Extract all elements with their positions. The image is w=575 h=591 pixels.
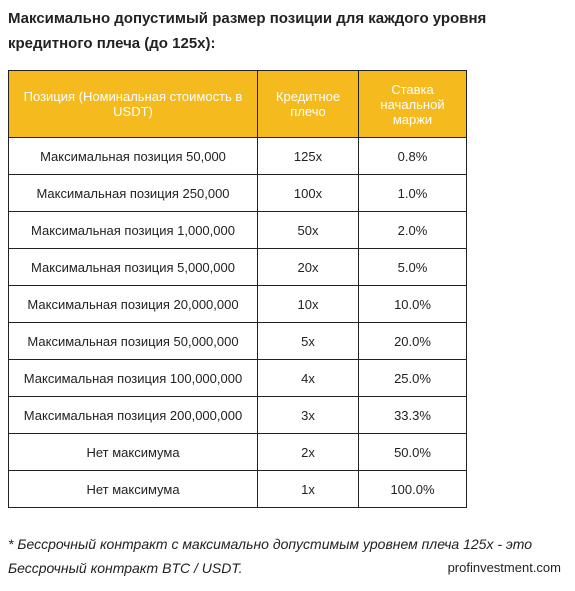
header-row: Позиция (Номинальная стоимость в USDT) К… (8, 70, 467, 138)
table-row: Максимальная позиция 20,000,000 10x 10.0… (8, 285, 467, 323)
cell-margin: 25.0% (358, 359, 467, 397)
cell-leverage: 1x (257, 470, 359, 508)
cell-leverage: 10x (257, 285, 359, 323)
cell-leverage: 3x (257, 396, 359, 434)
table-row: Максимальная позиция 1,000,000 50x 2.0% (8, 211, 467, 249)
cell-leverage: 2x (257, 433, 359, 471)
cell-leverage: 100x (257, 174, 359, 212)
cell-leverage: 125x (257, 137, 359, 175)
cell-margin: 33.3% (358, 396, 467, 434)
cell-leverage: 4x (257, 359, 359, 397)
table-row: Максимальная позиция 5,000,000 20x 5.0% (8, 248, 467, 286)
cell-position: Максимальная позиция 50,000,000 (8, 322, 258, 360)
footnote: * Бессрочный контракт с максимально допу… (8, 536, 533, 576)
header-position: Позиция (Номинальная стоимость в USDT) (8, 70, 258, 138)
cell-position: Максимальная позиция 50,000 (8, 137, 258, 175)
cell-margin: 1.0% (358, 174, 467, 212)
cell-leverage: 20x (257, 248, 359, 286)
page-heading: Максимально допустимый размер позиции дл… (8, 10, 487, 52)
cell-position: Максимальная позиция 200,000,000 (8, 396, 258, 434)
table-row: Нет максимума 1x 100.0% (8, 470, 467, 508)
table-row: Максимальная позиция 100,000,000 4x 25.0… (8, 359, 467, 397)
cell-margin: 100.0% (358, 470, 467, 508)
cell-margin: 2.0% (358, 211, 467, 249)
table-body: Максимальная позиция 50,000 125x 0.8% Ма… (8, 137, 467, 508)
cell-position: Максимальная позиция 1,000,000 (8, 211, 258, 249)
table-row: Максимальная позиция 50,000 125x 0.8% (8, 137, 467, 175)
cell-position: Нет максимума (8, 433, 258, 471)
cell-leverage: 5x (257, 322, 359, 360)
table-header: Позиция (Номинальная стоимость в USDT) К… (8, 70, 467, 138)
table-row: Максимальная позиция 50,000,000 5x 20.0% (8, 322, 467, 360)
table-row: Нет максимума 2x 50.0% (8, 433, 467, 471)
cell-margin: 0.8% (358, 137, 467, 175)
cell-position: Максимальная позиция 250,000 (8, 174, 258, 212)
table-row: Максимальная позиция 250,000 100x 1.0% (8, 174, 467, 212)
cell-margin: 50.0% (358, 433, 467, 471)
header-leverage: Кредитное плечо (257, 70, 359, 138)
header-margin: Ставка начальной маржи (358, 70, 467, 138)
cell-leverage: 50x (257, 211, 359, 249)
cell-margin: 5.0% (358, 248, 467, 286)
cell-position: Максимальная позиция 20,000,000 (8, 285, 258, 323)
watermark-text: profinvestment.com (447, 560, 561, 575)
cell-position: Максимальная позиция 100,000,000 (8, 359, 258, 397)
cell-margin: 10.0% (358, 285, 467, 323)
cell-margin: 20.0% (358, 322, 467, 360)
cell-position: Максимальная позиция 5,000,000 (8, 248, 258, 286)
table-row: Максимальная позиция 200,000,000 3x 33.3… (8, 396, 467, 434)
leverage-table: Позиция (Номинальная стоимость в USDT) К… (8, 70, 467, 508)
cell-position: Нет максимума (8, 470, 258, 508)
